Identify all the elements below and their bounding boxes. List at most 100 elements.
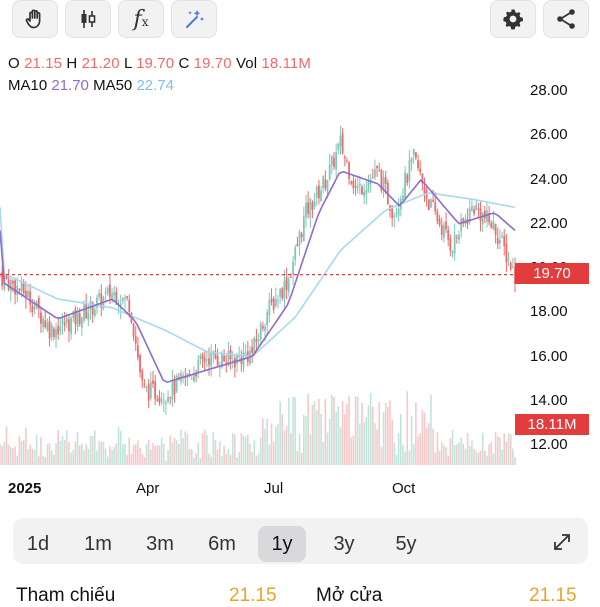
candle-body — [475, 204, 478, 210]
candlestick-icon — [81, 10, 96, 28]
candle-body — [374, 169, 376, 178]
volume-bar — [173, 437, 176, 465]
candle-body — [20, 281, 23, 292]
price-chart[interactable] — [0, 80, 600, 470]
hand-tool-button[interactable] — [12, 0, 58, 38]
candle-body — [494, 224, 497, 235]
candle-body — [65, 318, 68, 324]
volume-bar — [412, 444, 415, 465]
volume-bar — [425, 428, 428, 465]
candle-body — [137, 345, 139, 358]
candle-body — [462, 218, 465, 223]
timeframe-3y[interactable]: 3y — [333, 533, 355, 555]
volume-bar — [186, 433, 189, 465]
candle-body — [471, 206, 473, 211]
volume-bar — [287, 398, 290, 465]
volume-bar — [367, 405, 370, 465]
timeframe-1y[interactable]: 1y — [258, 526, 306, 562]
candle-body — [87, 312, 90, 321]
volume-bar — [264, 428, 266, 465]
candle-body — [93, 309, 96, 316]
candle-body — [279, 289, 282, 297]
volume-bar — [447, 455, 450, 465]
volume-bar — [294, 397, 297, 465]
candle-body — [244, 353, 247, 355]
x-tick-oct: Oct — [392, 480, 416, 497]
candle-body — [113, 292, 116, 296]
volume-bar — [363, 421, 365, 465]
expand-icon[interactable] — [550, 530, 574, 554]
volume-bar — [94, 430, 96, 465]
volume-bar — [208, 453, 210, 465]
volume-bar — [456, 444, 458, 465]
drawing-tools-button[interactable] — [171, 0, 217, 38]
timeframe-1d[interactable]: 1d — [26, 533, 50, 555]
volume-bar — [0, 444, 1, 465]
candle-body — [503, 235, 506, 246]
candle-body — [384, 176, 387, 184]
open-label: O — [8, 55, 20, 72]
candle-body — [91, 302, 94, 315]
volume-bar — [458, 442, 460, 465]
candle-body — [307, 202, 310, 214]
candle-body — [427, 199, 430, 211]
volume-bar — [307, 394, 309, 465]
volume-bar — [238, 451, 240, 465]
volume-bar — [283, 430, 286, 465]
volume-bar — [154, 445, 156, 465]
indicators-button[interactable]: fx — [118, 0, 164, 38]
timeframe-3m[interactable]: 3m — [146, 533, 174, 555]
candle-body — [147, 383, 150, 401]
volume-bar — [27, 449, 29, 465]
chart-type-button[interactable] — [65, 0, 111, 38]
volume-bar — [462, 443, 465, 465]
settings-button[interactable] — [490, 0, 536, 38]
candle-body — [425, 190, 428, 199]
candle-body — [143, 383, 146, 385]
candle-body — [9, 279, 12, 291]
volume-bar — [417, 436, 419, 465]
volume-bar — [272, 441, 275, 465]
candle-body — [436, 211, 439, 222]
share-button[interactable] — [543, 0, 589, 38]
candle-body — [169, 397, 172, 399]
volume-bar — [346, 403, 348, 465]
candle-body — [106, 288, 109, 294]
y-tick-label: 14.00 — [530, 391, 568, 409]
volume-bar — [199, 458, 202, 465]
candle-body — [158, 397, 161, 403]
candle-body — [414, 152, 417, 158]
volume-bar — [48, 442, 51, 465]
timeframe-5y[interactable]: 5y — [395, 533, 417, 555]
candle-body — [83, 304, 85, 321]
volume-bar — [223, 445, 225, 465]
low-value: 19.70 — [136, 55, 175, 72]
volume-bar — [22, 440, 25, 465]
candle-body — [432, 200, 435, 203]
candle-body — [455, 237, 458, 239]
volume-bar — [59, 440, 62, 465]
timeframe-1m[interactable]: 1m — [84, 533, 112, 555]
volume-bar — [175, 440, 178, 465]
volume-bar — [397, 432, 400, 465]
candle-body — [227, 351, 230, 367]
reference-label: Tham chiếu — [16, 585, 116, 606]
candle-body — [59, 326, 62, 331]
candle-body — [356, 186, 359, 189]
volume-bar — [292, 397, 294, 465]
volume-bar — [440, 442, 443, 465]
candle-body — [145, 385, 148, 387]
high-value: 21.20 — [81, 55, 120, 72]
candle-body — [507, 259, 510, 261]
candle-body — [458, 234, 460, 240]
volume-bar — [234, 434, 236, 465]
candle-body — [296, 243, 299, 246]
candle-body — [199, 355, 202, 360]
candle-body — [46, 322, 49, 331]
volume-bar — [309, 434, 312, 465]
candle-body — [391, 208, 394, 219]
volume-bar — [139, 447, 141, 465]
candle-body — [42, 318, 44, 328]
timeframe-6m[interactable]: 6m — [208, 533, 236, 555]
candle-body — [221, 353, 223, 368]
